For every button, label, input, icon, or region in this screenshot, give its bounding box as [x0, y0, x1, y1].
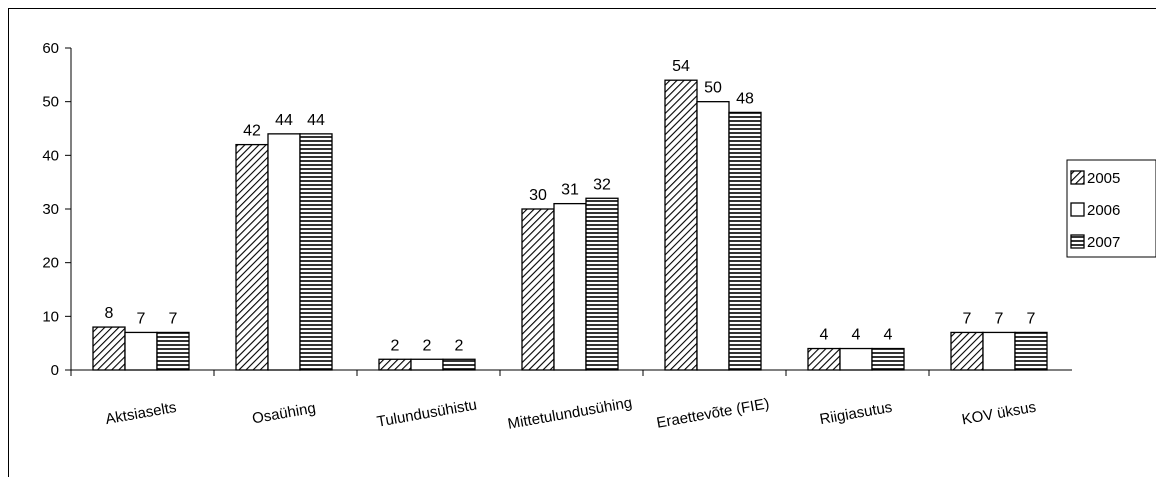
- y-tick-label: 50: [42, 94, 59, 111]
- x-tick-label: KOV üksus: [960, 399, 1037, 429]
- bar-2007-1: [156, 331, 190, 371]
- bar-2006-7: [982, 331, 1016, 371]
- bar-2006-6: [839, 347, 873, 371]
- y-tick-label: 60: [42, 40, 59, 57]
- bar-2006-3: [410, 358, 444, 371]
- bar-2005-2: [235, 143, 269, 371]
- x-tick-label: Osaühing: [251, 400, 317, 428]
- data-label: 4: [852, 327, 861, 344]
- bar-2005-5: [664, 79, 698, 371]
- y-tick-label: 20: [42, 255, 59, 272]
- y-tick-label: 40: [42, 147, 59, 164]
- data-label: 42: [243, 123, 261, 140]
- legend-label-2005: 2005: [1087, 170, 1120, 187]
- y-tick-label: 0: [51, 362, 59, 379]
- bar-2005-7: [950, 331, 984, 371]
- bar-2007-2: [299, 133, 333, 371]
- data-label: 7: [963, 310, 972, 327]
- data-label: 50: [704, 80, 722, 97]
- bar-2006-4: [553, 202, 587, 371]
- bar-2005-6: [807, 347, 841, 371]
- bar-2006-2: [267, 133, 301, 371]
- bar-2007-7: [1014, 331, 1048, 371]
- bar-2005-1: [92, 326, 126, 371]
- legend: 2005 2006 2007: [1066, 159, 1156, 258]
- bar-2005-4: [521, 208, 555, 371]
- x-tick-label: Riigiasutus: [818, 399, 893, 428]
- data-label: 7: [995, 310, 1004, 327]
- bar-2005-3: [378, 358, 412, 371]
- data-label: 2: [423, 337, 432, 354]
- data-label: 30: [529, 187, 547, 204]
- bars-group: [92, 79, 1048, 371]
- data-label: 44: [307, 112, 325, 129]
- legend-label-2007: 2007: [1087, 234, 1120, 251]
- bar-2007-3: [442, 358, 476, 371]
- data-label: 32: [593, 176, 611, 193]
- x-tick-label: Tulundusühistu: [376, 396, 479, 430]
- data-label: 7: [1027, 310, 1036, 327]
- data-label: 2: [455, 337, 464, 354]
- x-tick-labels-group: Aktsiaselts Osaühing Tulundusühistu Mittetu…: [104, 394, 1037, 433]
- legend-swatch-2007: [1070, 234, 1085, 249]
- data-label: 54: [672, 58, 690, 75]
- bar-2007-4: [585, 197, 619, 371]
- data-label: 8: [105, 305, 114, 322]
- y-tick-label: 30: [42, 201, 59, 218]
- x-tick-label: Aktsiaselts: [104, 399, 178, 428]
- legend-swatch-2006: [1070, 202, 1085, 217]
- data-label: 2: [391, 337, 400, 354]
- x-tick-label: Eraettevõte (FIE): [655, 395, 770, 432]
- data-label: 4: [820, 327, 829, 344]
- data-label: 48: [736, 90, 754, 107]
- data-label: 4: [884, 327, 893, 344]
- bar-2006-1: [124, 331, 158, 371]
- data-label: 31: [561, 182, 579, 199]
- legend-label-2006: 2006: [1087, 202, 1120, 219]
- bar-2006-5: [696, 101, 730, 371]
- data-label: 44: [275, 112, 293, 129]
- bar-2007-5: [728, 111, 762, 371]
- x-tick-label: Mittetulundusühing: [506, 394, 633, 433]
- y-tick-label: 10: [42, 308, 59, 325]
- data-label: 7: [169, 310, 178, 327]
- legend-swatch-2005: [1070, 170, 1085, 185]
- data-label: 7: [137, 310, 146, 327]
- bar-2007-6: [871, 347, 905, 371]
